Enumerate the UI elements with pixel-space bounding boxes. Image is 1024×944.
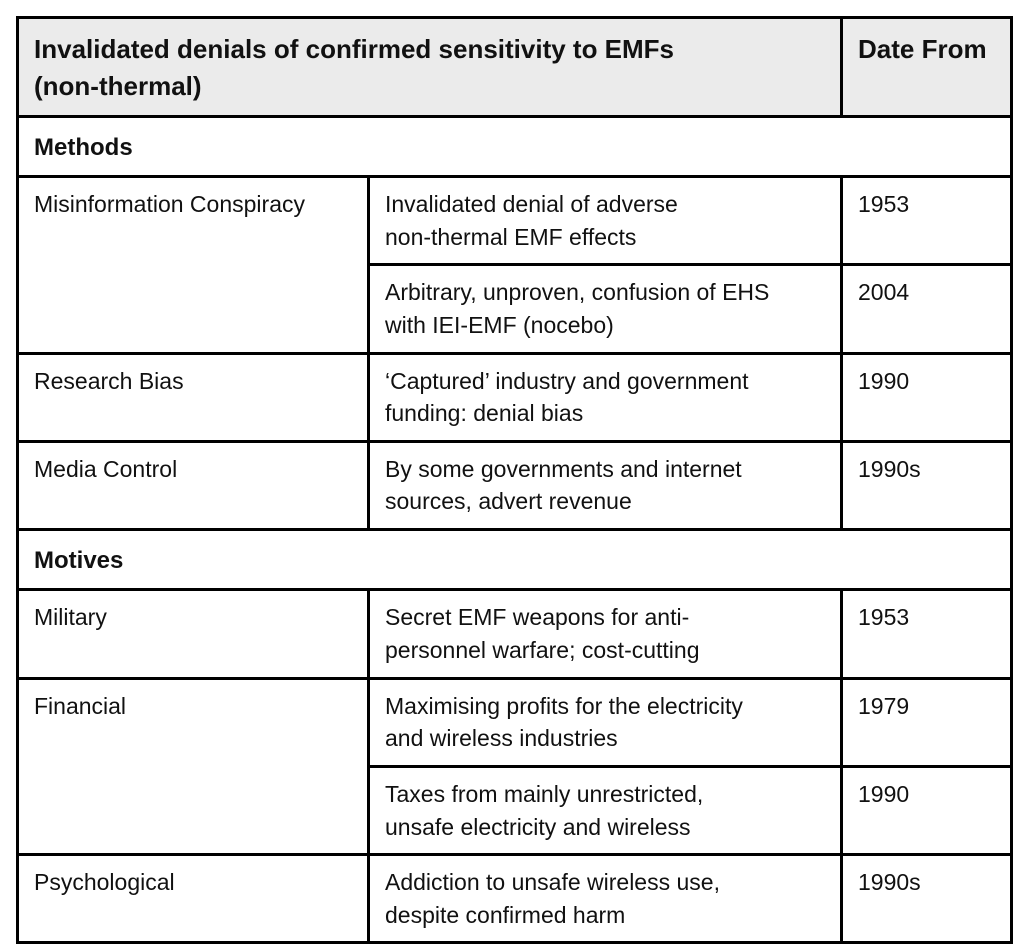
date-cell: 1953 — [840, 588, 1013, 680]
section-label-methods: Methods — [16, 114, 1013, 178]
table-row: Research Bias ‘Captured’ industry and go… — [16, 351, 1013, 443]
table-header-row: Invalidated denials of confirmed sensiti… — [16, 16, 1013, 118]
date-from-header: Date From — [840, 16, 1013, 118]
table-row: Financial Maximising profits for the ele… — [16, 676, 1013, 857]
description-cell: Maximising profits for the electricity a… — [367, 676, 843, 768]
category-cell-media-control: Media Control — [16, 439, 370, 532]
date-cell: 1990 — [840, 764, 1013, 857]
table-row: Taxes from mainly unrestricted, unsafe e… — [18, 764, 1013, 857]
date-cell: 1953 — [840, 174, 1013, 267]
category-cell-military: Military — [16, 588, 370, 680]
date-cell: 1979 — [840, 676, 1013, 768]
description-cell: Arbitrary, unproven, confusion of EHS wi… — [367, 263, 843, 355]
date-cell: 1990s — [840, 439, 1013, 532]
table-row: Arbitrary, unproven, confusion of EHS wi… — [18, 263, 1013, 355]
emf-denials-table: Invalidated denials of confirmed sensiti… — [16, 16, 1013, 944]
description-cell: ‘Captured’ industry and government fundi… — [367, 351, 843, 443]
table-row: Media Control By some governments and in… — [16, 439, 1013, 532]
table-title: Invalidated denials of confirmed sensiti… — [16, 16, 843, 118]
date-cell: 1990s — [840, 853, 1013, 944]
table-row: Misinformation Conspiracy Invalidated de… — [16, 174, 1013, 355]
description-cell: Addiction to unsafe wireless use, despit… — [367, 853, 843, 944]
section-row-methods: Methods — [16, 114, 1013, 178]
description-cell: Taxes from mainly unrestricted, unsafe e… — [367, 764, 843, 857]
description-cell: By some governments and internet sources… — [367, 439, 843, 532]
table-row: Psychological Addiction to unsafe wirele… — [16, 853, 1013, 944]
category-cell-research-bias: Research Bias — [16, 351, 370, 443]
section-row-motives: Motives — [16, 528, 1013, 592]
section-label-motives: Motives — [16, 528, 1013, 592]
description-cell: Secret EMF weapons for anti- personnel w… — [367, 588, 843, 680]
page: Invalidated denials of confirmed sensiti… — [16, 16, 1013, 944]
description-cell: Invalidated denial of adverse non-therma… — [367, 174, 843, 267]
date-cell: 1990 — [840, 351, 1013, 443]
category-cell-misinformation-conspiracy: Misinformation Conspiracy — [16, 174, 370, 355]
category-cell-financial: Financial — [16, 676, 370, 857]
category-cell-psychological: Psychological — [16, 853, 370, 944]
date-cell: 2004 — [840, 263, 1013, 355]
table-row: Military Secret EMF weapons for anti- pe… — [16, 588, 1013, 680]
